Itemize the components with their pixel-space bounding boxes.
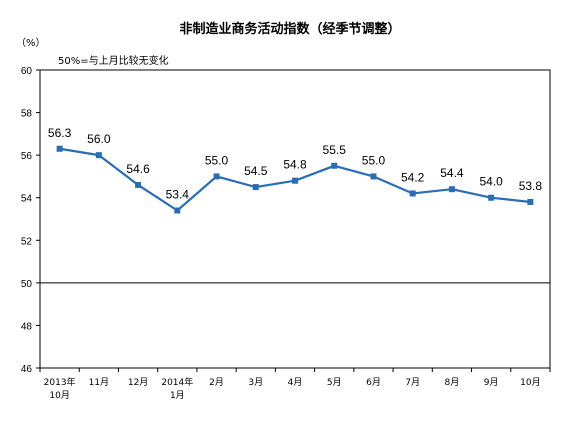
x-tick-label: 6月 (366, 377, 381, 388)
data-point (95, 152, 102, 159)
x-tick-label: 2013年 10月 (44, 376, 76, 401)
data-point (527, 198, 534, 205)
data-label: 54.2 (401, 170, 425, 184)
data-point (409, 190, 416, 197)
data-point (252, 184, 259, 191)
data-labels: 56.3 56.0 54.6 53.4 55.0 54.5 54.8 55.5 55.0 54.2… (48, 126, 542, 202)
x-tick-label: 11月 (89, 377, 109, 388)
data-point (135, 181, 142, 188)
y-axis-unit: （%） (16, 37, 46, 49)
y-tick-label: 60 (21, 66, 33, 77)
x-tick-label: 10月 (520, 377, 540, 388)
x-tick-label: 4月 (288, 377, 303, 388)
data-label: 55.0 (205, 153, 229, 167)
data-point (292, 177, 298, 184)
x-tick-label: 9月 (484, 377, 499, 388)
data-label: 54.6 (126, 162, 150, 176)
x-tick-label: 3月 (248, 377, 263, 388)
data-point (174, 207, 181, 214)
data-label: 55.0 (362, 153, 386, 167)
data-point (488, 194, 495, 201)
chart-annotation: 50%=与上月比较无变化 (58, 54, 169, 67)
data-point (370, 173, 377, 180)
data-label: 54.0 (479, 175, 503, 189)
data-label: 54.4 (440, 166, 464, 180)
y-tick-label: 50 (21, 279, 33, 290)
data-label: 56.0 (87, 132, 111, 146)
x-tick-label: 2014年 1月 (161, 376, 193, 401)
x-tick-label: 2月 (209, 377, 224, 388)
y-tick-label: 46 (21, 364, 33, 375)
x-tick-label: 12月 (128, 377, 148, 388)
data-point (213, 173, 220, 180)
series-group (56, 145, 534, 214)
data-label: 55.5 (323, 143, 347, 157)
y-tick-label: 48 (21, 321, 33, 332)
x-tick-label: 5月 (327, 377, 342, 388)
data-point (56, 145, 63, 152)
x-axis: 2013年 10月 11月 12月 2014年 1月 2月 3月 4月 5月 6月 7月 8月 9月 10月 (39, 368, 551, 401)
data-label: 54.8 (283, 158, 307, 172)
data-label: 53.4 (166, 187, 190, 201)
y-tick-label: 56 (21, 151, 33, 162)
data-label: 56.3 (48, 126, 72, 140)
x-tick-label: 7月 (405, 377, 420, 388)
y-tick-label: 58 (21, 109, 33, 120)
data-label: 54.5 (244, 164, 268, 178)
plot-area (39, 69, 551, 369)
y-tick-label: 52 (21, 236, 33, 247)
data-point (331, 162, 338, 169)
y-tick-label: 54 (21, 194, 33, 205)
data-point (448, 186, 455, 193)
x-tick-label: 8月 (445, 377, 460, 388)
data-label: 53.8 (519, 179, 543, 193)
chart-title: 非制造业商务活动指数（经季节调整） (179, 21, 400, 37)
y-axis: 46 48 50 52 54 56 58 60 (21, 66, 40, 375)
